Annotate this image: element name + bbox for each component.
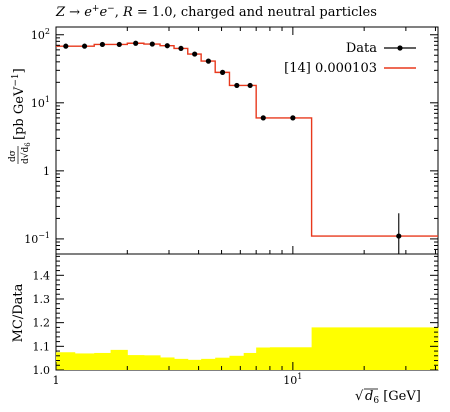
x-tick-label: 1 bbox=[53, 374, 60, 387]
x-tick-label-base: 1 bbox=[53, 374, 60, 387]
chart-title: Z → e+e−, R = 1.0, charged and neutral p… bbox=[55, 4, 377, 20]
x-tick-label-base: 10 bbox=[283, 374, 297, 387]
data-point-11 bbox=[234, 82, 240, 89]
ratio-band-bin-7 bbox=[174, 358, 189, 370]
data-point-14 bbox=[290, 115, 296, 121]
ratio-band-bin-15 bbox=[311, 327, 439, 370]
y-tick-label: 102 bbox=[31, 27, 50, 42]
ratio-y-tick-label: 1.3 bbox=[33, 293, 51, 306]
y-tick-label-base: 10 bbox=[31, 97, 45, 110]
ratio-band-bin-12 bbox=[243, 352, 257, 370]
data-point-8 bbox=[192, 51, 198, 57]
mc-step-line bbox=[56, 42, 438, 237]
ratio-y-tick-label: 1.2 bbox=[33, 317, 51, 330]
ratio-y-tick-label: 1.1 bbox=[33, 340, 51, 353]
y-tick-label-base: 10 bbox=[24, 233, 38, 246]
x-label-sqrt: √ bbox=[355, 389, 364, 404]
y-tick-label-base: 1 bbox=[43, 165, 50, 178]
data-point-6 bbox=[164, 43, 170, 49]
x-tick-label-exp: 1 bbox=[297, 372, 302, 381]
data-point-7 bbox=[178, 45, 184, 52]
ratio-band-bin-9 bbox=[201, 358, 216, 370]
y-tick-label: 101 bbox=[31, 95, 50, 110]
data-point-13 bbox=[260, 115, 266, 121]
data-point-3 bbox=[116, 41, 122, 48]
data-point-10 bbox=[219, 69, 226, 75]
ratio-layer bbox=[56, 327, 439, 370]
ratio-band-bin-10 bbox=[215, 357, 230, 370]
ratio-band-bin-5 bbox=[143, 355, 161, 370]
legend-mc-label: [14] 0.000103 bbox=[284, 61, 377, 76]
ratio-band-bin-0 bbox=[56, 352, 76, 370]
y-tick-label-exp: 2 bbox=[45, 27, 50, 36]
ratio-band-bin-3 bbox=[110, 349, 128, 370]
main-layer bbox=[56, 40, 438, 254]
legend: Data [14] 0.000103 bbox=[284, 41, 416, 76]
y-tick-label-exp: 1 bbox=[45, 95, 50, 104]
data-point-2 bbox=[99, 41, 106, 48]
x-axis-label: √ d6 [GeV] bbox=[355, 388, 421, 406]
legend-data-label: Data bbox=[346, 41, 377, 56]
main-y-axis-label: dσ d√d6 [pb GeV−1] bbox=[8, 68, 32, 164]
data-point-4 bbox=[133, 40, 139, 46]
y-tick-label: 1 bbox=[43, 165, 50, 178]
data-point-15 bbox=[396, 233, 402, 239]
y-label-unit: [pb GeV−1] bbox=[11, 68, 27, 140]
ratio-band-bin-13 bbox=[256, 347, 271, 370]
y-tick-label-exp: −1 bbox=[38, 231, 50, 240]
ratio-band-bin-1 bbox=[74, 353, 95, 370]
x-label-text: d6 [GeV] bbox=[365, 389, 421, 406]
data-point-12 bbox=[247, 82, 253, 89]
ratio-band-bin-14 bbox=[269, 347, 313, 370]
ratio-band-bin-2 bbox=[94, 352, 112, 370]
ratio-band-bin-4 bbox=[127, 355, 145, 370]
ratio-band-bin-11 bbox=[229, 355, 245, 370]
ratio-band-bin-6 bbox=[160, 357, 175, 370]
y-label-fraction-num: dσ bbox=[8, 150, 18, 162]
data-point-1 bbox=[81, 43, 88, 49]
ratio-y-tick-label: 1.4 bbox=[33, 269, 51, 282]
ratio-y-tick-label: 1.0 bbox=[33, 364, 51, 377]
data-point-9 bbox=[205, 58, 212, 64]
legend-data-marker bbox=[397, 45, 403, 51]
main-plot-frame bbox=[55, 26, 439, 255]
y-tick-label-base: 10 bbox=[31, 29, 45, 42]
y-tick-label: 10−1 bbox=[24, 231, 50, 246]
ratio-band-bin-8 bbox=[187, 359, 202, 370]
y-label-fraction-den: d√d6 bbox=[20, 142, 32, 164]
data-point-0 bbox=[63, 43, 69, 49]
data-point-5 bbox=[149, 41, 155, 47]
x-tick-label: 101 bbox=[283, 372, 302, 387]
ratio-y-axis-label: MC/Data bbox=[11, 283, 26, 342]
